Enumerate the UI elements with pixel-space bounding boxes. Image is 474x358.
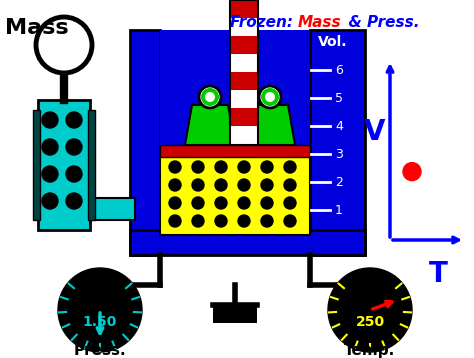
Circle shape [238, 215, 250, 227]
Circle shape [169, 197, 181, 209]
Text: Mass: Mass [5, 18, 69, 38]
Circle shape [328, 268, 412, 352]
Bar [230, 72, 258, 90]
Circle shape [58, 268, 142, 352]
Text: 1.50: 1.50 [83, 315, 117, 329]
Bar [230, 54, 258, 72]
Circle shape [192, 197, 204, 209]
Circle shape [215, 215, 227, 227]
Circle shape [284, 161, 296, 173]
Text: 5: 5 [335, 92, 343, 105]
Text: 2: 2 [335, 175, 343, 189]
Text: Vol.: Vol. [318, 35, 347, 49]
Bar [130, 30, 160, 255]
Circle shape [169, 215, 181, 227]
Bar [230, 36, 258, 54]
Text: 1: 1 [335, 203, 343, 217]
Circle shape [66, 112, 82, 128]
Circle shape [36, 17, 92, 73]
Text: T: T [429, 260, 448, 288]
Circle shape [261, 179, 273, 191]
Circle shape [169, 179, 181, 191]
Circle shape [199, 86, 221, 108]
Bar [230, 144, 258, 145]
Circle shape [66, 193, 82, 209]
Circle shape [42, 139, 58, 155]
Text: 6: 6 [335, 63, 343, 77]
Bar [33, 110, 40, 220]
Text: Mass: Mass [298, 15, 342, 30]
Bar [230, 108, 258, 126]
Text: Frozen:: Frozen: [230, 15, 298, 30]
Bar [160, 30, 310, 230]
Circle shape [259, 86, 281, 108]
Polygon shape [245, 105, 295, 145]
Bar [230, 18, 258, 36]
Circle shape [284, 197, 296, 209]
Bar [38, 100, 90, 230]
Polygon shape [185, 105, 235, 145]
Circle shape [205, 92, 215, 102]
Bar [130, 230, 365, 255]
Circle shape [42, 166, 58, 182]
Circle shape [169, 161, 181, 173]
Circle shape [238, 179, 250, 191]
Bar [88, 110, 95, 220]
Text: 250: 250 [356, 315, 384, 329]
Bar [310, 30, 365, 255]
Circle shape [261, 215, 273, 227]
Text: Press.: Press. [73, 343, 126, 358]
Circle shape [238, 197, 250, 209]
Circle shape [284, 179, 296, 191]
Circle shape [42, 112, 58, 128]
Circle shape [192, 161, 204, 173]
Bar [160, 145, 310, 157]
Bar [230, 90, 258, 108]
Circle shape [284, 215, 296, 227]
Circle shape [192, 179, 204, 191]
Circle shape [215, 161, 227, 173]
Circle shape [66, 166, 82, 182]
Bar [160, 155, 310, 235]
Text: & Press.: & Press. [338, 15, 419, 30]
Circle shape [403, 163, 421, 180]
Circle shape [261, 88, 279, 106]
Circle shape [192, 215, 204, 227]
Circle shape [261, 161, 273, 173]
Circle shape [265, 92, 275, 102]
Circle shape [42, 193, 58, 209]
Text: 3: 3 [335, 147, 343, 160]
Bar [230, 0, 258, 18]
Bar [230, 0, 258, 145]
Bar [160, 30, 310, 130]
Bar [90, 198, 135, 220]
Text: V: V [364, 118, 385, 146]
Circle shape [66, 139, 82, 155]
Bar [230, 126, 258, 144]
Circle shape [238, 161, 250, 173]
Bar [213, 307, 257, 323]
Circle shape [215, 179, 227, 191]
Circle shape [261, 197, 273, 209]
Text: 4: 4 [335, 120, 343, 132]
Circle shape [201, 88, 219, 106]
Circle shape [215, 197, 227, 209]
Text: Temp.: Temp. [345, 343, 396, 358]
